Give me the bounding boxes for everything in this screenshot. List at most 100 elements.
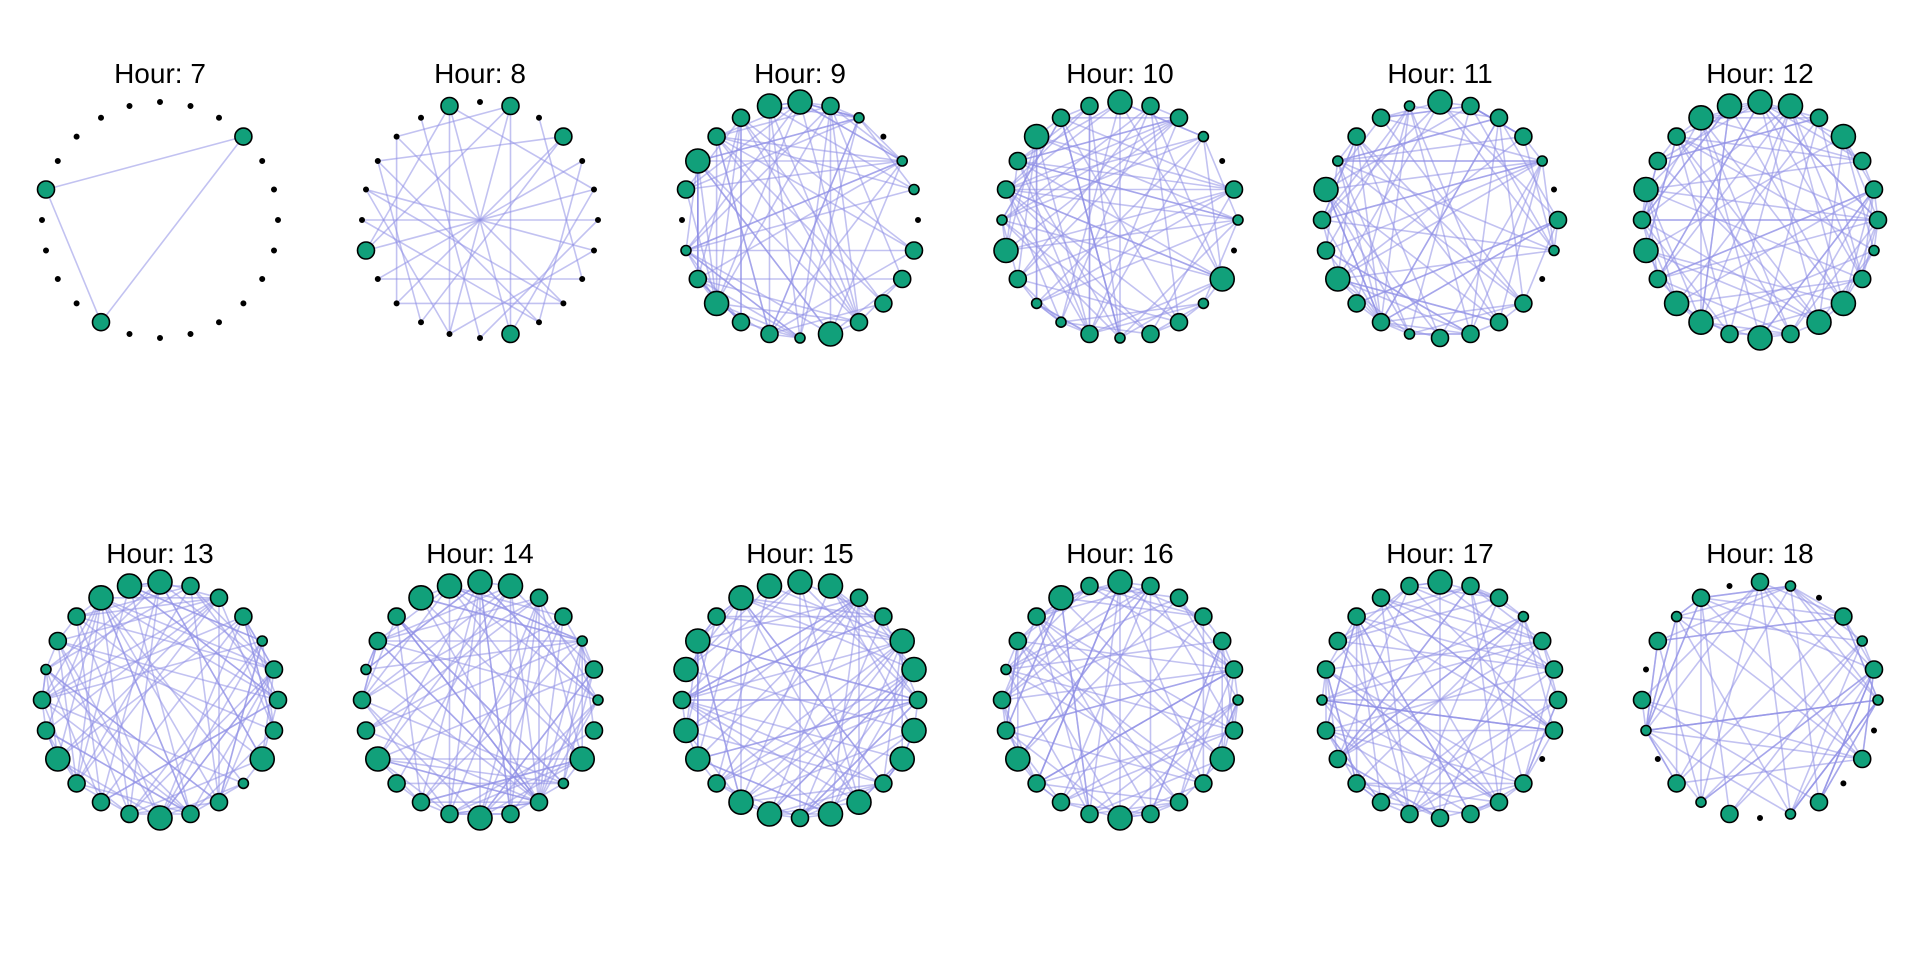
network-edge xyxy=(377,160,540,323)
network-node xyxy=(849,588,869,608)
network-edge xyxy=(377,585,512,760)
network-edge xyxy=(715,597,860,784)
network-edge xyxy=(129,801,220,815)
network-node xyxy=(992,690,1012,710)
network-node xyxy=(1670,610,1683,623)
network-edge xyxy=(1676,615,1863,760)
network-edge xyxy=(41,615,244,701)
network-edge xyxy=(799,101,860,323)
network-node xyxy=(1548,244,1560,257)
network-node xyxy=(1640,724,1652,737)
network-node xyxy=(1400,576,1419,596)
network-edge xyxy=(716,135,915,252)
network-edge xyxy=(57,640,78,784)
network-edge xyxy=(1017,117,1180,162)
network-edge xyxy=(716,699,919,785)
network-edge xyxy=(45,668,220,803)
network-edge xyxy=(799,729,915,819)
panel-title: Hour: 9 xyxy=(754,58,846,89)
network-node xyxy=(889,746,916,772)
network-edge xyxy=(538,699,599,803)
network-edge xyxy=(830,278,903,335)
network-node xyxy=(88,585,114,611)
network-edge xyxy=(1700,581,1761,803)
network-edge xyxy=(75,597,220,784)
network-node xyxy=(1648,151,1668,171)
network-edge xyxy=(1005,117,1180,252)
network-node xyxy=(1194,607,1213,626)
network-edge xyxy=(1700,105,1731,323)
network-node xyxy=(554,607,573,626)
network-edge xyxy=(1355,136,1382,323)
network-node xyxy=(996,721,1016,740)
network-edge xyxy=(1017,160,1121,339)
network-edge xyxy=(882,640,903,784)
network-edge xyxy=(1700,117,1761,339)
network-edge xyxy=(509,699,599,815)
network-edge xyxy=(1818,117,1863,280)
network-edge xyxy=(479,581,599,701)
network-node xyxy=(120,804,139,824)
network-node xyxy=(1080,804,1099,824)
network-node xyxy=(1489,588,1509,608)
network-node xyxy=(209,792,229,812)
network-edge xyxy=(740,597,885,784)
network-edge xyxy=(697,117,742,280)
network-edge xyxy=(1790,105,1863,162)
network-edge xyxy=(681,597,860,701)
network-edge xyxy=(1469,117,1500,335)
network-edge xyxy=(1789,585,1879,701)
network-node xyxy=(703,290,730,317)
network-edge xyxy=(1337,597,1500,760)
network-graph xyxy=(1312,89,1568,348)
network-node xyxy=(1209,746,1236,772)
network-edge xyxy=(1657,105,1792,280)
network-node xyxy=(356,241,376,260)
node-dot xyxy=(477,99,484,106)
network-edge xyxy=(1842,616,1879,701)
network-edge xyxy=(1005,669,1091,815)
network-node xyxy=(1750,572,1770,592)
network-edge xyxy=(685,581,801,671)
network-edge xyxy=(685,616,718,731)
network-node xyxy=(440,804,459,824)
network-edge xyxy=(697,117,860,162)
network-edge xyxy=(715,136,771,335)
network-edge xyxy=(365,188,564,305)
network-edge xyxy=(1005,640,1223,671)
network-edge xyxy=(365,640,583,671)
network-node xyxy=(1809,108,1829,128)
network-node xyxy=(731,108,751,128)
network-edge xyxy=(1321,699,1411,815)
node-dot xyxy=(358,217,365,224)
network-edge xyxy=(1645,597,1702,731)
network-node xyxy=(1489,312,1509,332)
network-node xyxy=(1209,266,1236,292)
network-edge xyxy=(1325,668,1555,732)
node-dot xyxy=(536,319,543,326)
network-node xyxy=(592,694,604,706)
network-node xyxy=(1347,127,1366,146)
network-node xyxy=(1169,792,1189,812)
network-edge xyxy=(799,669,915,819)
network-node xyxy=(1872,694,1884,706)
network-edge xyxy=(242,616,279,701)
network-edge xyxy=(361,699,451,815)
network-node xyxy=(1852,269,1872,289)
network-edge xyxy=(1325,189,1382,323)
network-edge xyxy=(100,616,245,803)
network-edge xyxy=(1149,105,1180,323)
network-node xyxy=(1316,721,1336,740)
network-graph xyxy=(672,569,928,828)
network-node xyxy=(889,628,916,654)
network-edge xyxy=(768,160,903,335)
network-node xyxy=(1232,694,1244,706)
network-node xyxy=(673,717,699,744)
network-edge xyxy=(1017,117,1180,280)
network-edge xyxy=(685,729,884,785)
network-edge xyxy=(1408,640,1543,815)
network-edge xyxy=(1818,250,1875,323)
node-dot xyxy=(579,275,586,282)
network-node xyxy=(1830,123,1857,150)
network-node xyxy=(1427,569,1453,595)
